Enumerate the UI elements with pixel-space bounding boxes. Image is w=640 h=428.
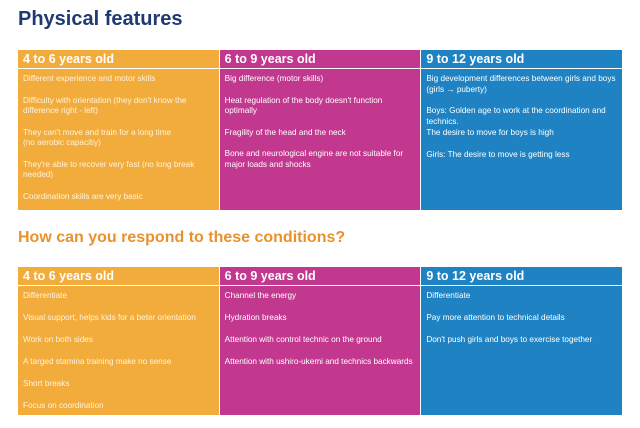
list-item: Hydration breaks <box>224 313 287 322</box>
column-4-to-6: 4 to 6 years old Differentiate Visual su… <box>18 267 219 415</box>
column-4-to-6: 4 to 6 years old Different experience an… <box>18 50 219 210</box>
list-item: The desire to move for boys is high <box>426 128 554 137</box>
list-item: They're able to recover very fast (no lo… <box>23 159 195 180</box>
column-header: 6 to 9 years old <box>219 50 421 69</box>
list-item: Differentiate <box>23 291 67 300</box>
item-list: Big difference (motor skills) Heat regul… <box>220 69 421 170</box>
column-6-to-9: 6 to 9 years old Big difference (motor s… <box>218 50 421 210</box>
column-9-to-12: 9 to 12 years old Differentiate Pay more… <box>420 267 623 415</box>
column-header: 6 to 9 years old <box>219 267 421 286</box>
physical-features-table: 4 to 6 years old Different experience an… <box>18 50 623 210</box>
list-item: Don't push girls and boys to exercise to… <box>426 335 593 344</box>
list-item: Short breaks <box>23 379 70 388</box>
list-item: Visual support, helps kids for a beter o… <box>23 313 196 322</box>
column-9-to-12: 9 to 12 years old Big development differ… <box>420 50 623 210</box>
column-header: 9 to 12 years old <box>421 50 623 69</box>
responses-table: 4 to 6 years old Differentiate Visual su… <box>18 267 623 415</box>
list-item: Differentiate <box>426 291 471 300</box>
list-item: Big difference (motor skills) <box>224 74 324 83</box>
list-item: Fragility of the head and the neck <box>224 127 346 137</box>
column-header: 4 to 6 years old <box>18 267 219 286</box>
list-item: Difficulty with orientation (they don't … <box>23 95 187 116</box>
column-header: 4 to 6 years old <box>18 50 219 69</box>
column-6-to-9: 6 to 9 years old Channel the energy Hydr… <box>218 267 421 415</box>
list-item: Channel the energy <box>224 291 297 300</box>
list-item: Attention with ushiro-ukemi and technics… <box>224 357 413 366</box>
list-item: Focus on coordination <box>23 401 104 410</box>
section-title-responses: How can you respond to these conditions? <box>18 229 346 246</box>
list-item: Work on both sides <box>23 335 93 344</box>
column-header: 9 to 12 years old <box>421 267 623 286</box>
list-item: Pay more attention to technical details <box>426 313 565 322</box>
list-item: Different experience and motor skills <box>23 74 156 83</box>
item-list: Differentiate Pay more attention to tech… <box>421 286 622 346</box>
list-item: Heat regulation of the body doesn't func… <box>224 95 383 116</box>
item-list: Channel the energy Hydration breaks Atte… <box>220 286 421 368</box>
list-item: Bone and neurological engine are not sui… <box>224 149 404 169</box>
list-item: Boys: Golden age to work at the coordina… <box>426 106 606 126</box>
list-item: Attention with control technic on the gr… <box>224 335 382 344</box>
item-list: Big development differences between girl… <box>421 69 622 160</box>
item-list: Different experience and motor skills Di… <box>18 69 219 202</box>
list-item: A targed stamina training make no sense <box>23 357 172 366</box>
section-title-physical-features: Physical features <box>18 8 183 30</box>
item-list: Differentiate Visual support, helps kids… <box>18 286 219 412</box>
list-item: Big development differences between girl… <box>426 74 616 94</box>
list-item: Girls: The desire to move is getting les… <box>426 149 570 159</box>
list-item: They can't move and train for a long tim… <box>23 127 172 148</box>
list-item: Coordination skills are very basic <box>23 191 143 201</box>
